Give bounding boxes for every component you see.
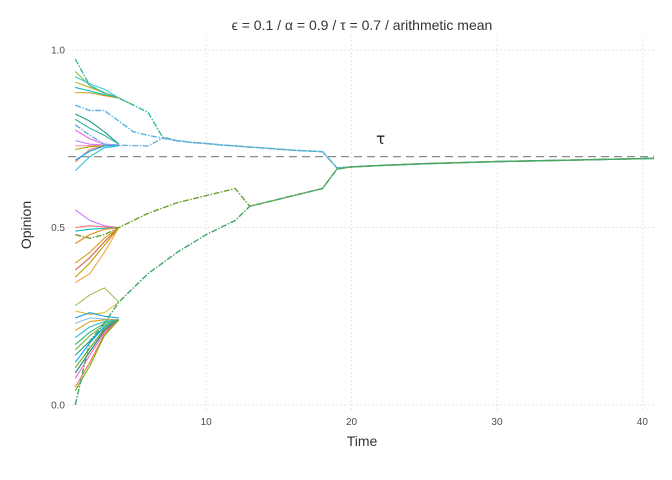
series-line-38 (74, 319, 120, 368)
series-line-6 (74, 71, 134, 106)
series-line-23 (74, 227, 119, 244)
series-line-39 (74, 319, 120, 374)
y-tick-label: 0.0 (51, 400, 65, 411)
series-line-1 (74, 58, 655, 169)
x-tick-label: 20 (346, 417, 358, 428)
series-line-20 (74, 209, 119, 229)
series-line-3 (74, 124, 655, 169)
y-tick-label: 0.5 (51, 223, 65, 234)
series-line-32 (74, 319, 119, 331)
x-axis-label: Time (347, 433, 378, 449)
tick-labels: 10 20 30 40 0.0 0.5 1.0 (51, 46, 648, 428)
tau-label: τ (376, 130, 385, 148)
series-line-21 (75, 225, 119, 229)
series-line-19 (74, 145, 119, 172)
series-line-12 (74, 118, 120, 145)
series-line-18 (74, 145, 119, 161)
series-line-33 (74, 319, 119, 338)
series-line-42 (74, 319, 120, 391)
series-line-35 (74, 319, 120, 351)
x-tick-label: 30 (491, 417, 503, 428)
series-line-28 (74, 287, 120, 307)
x-tick-label: 40 (637, 417, 649, 428)
series-line-34 (74, 319, 120, 346)
y-axis-label: Opinion (18, 201, 34, 249)
series-group (74, 58, 655, 406)
series-line-27 (74, 227, 120, 283)
reference-line-group: τ (68, 130, 654, 158)
series-line-30 (75, 312, 119, 319)
series-line-7 (75, 76, 120, 99)
series-line-41 (74, 319, 120, 388)
grid-lines (68, 36, 654, 412)
y-tick-label: 1.0 (51, 46, 65, 57)
series-line-11 (75, 113, 120, 145)
series-line-10 (75, 92, 119, 99)
series-line-29 (75, 301, 120, 316)
series-line-40 (74, 319, 120, 379)
series-line-5 (74, 157, 655, 406)
series-line-2 (75, 104, 655, 169)
series-line-24 (74, 227, 120, 264)
series-line-25 (74, 227, 120, 271)
series-line-37 (74, 319, 120, 363)
series-line-4 (75, 157, 655, 239)
x-tick-label: 10 (201, 417, 213, 428)
series-line-26 (74, 227, 120, 278)
chart-title: ϵ = 0.1 / α = 0.9 / τ = 0.7 / arithmetic… (232, 17, 493, 33)
